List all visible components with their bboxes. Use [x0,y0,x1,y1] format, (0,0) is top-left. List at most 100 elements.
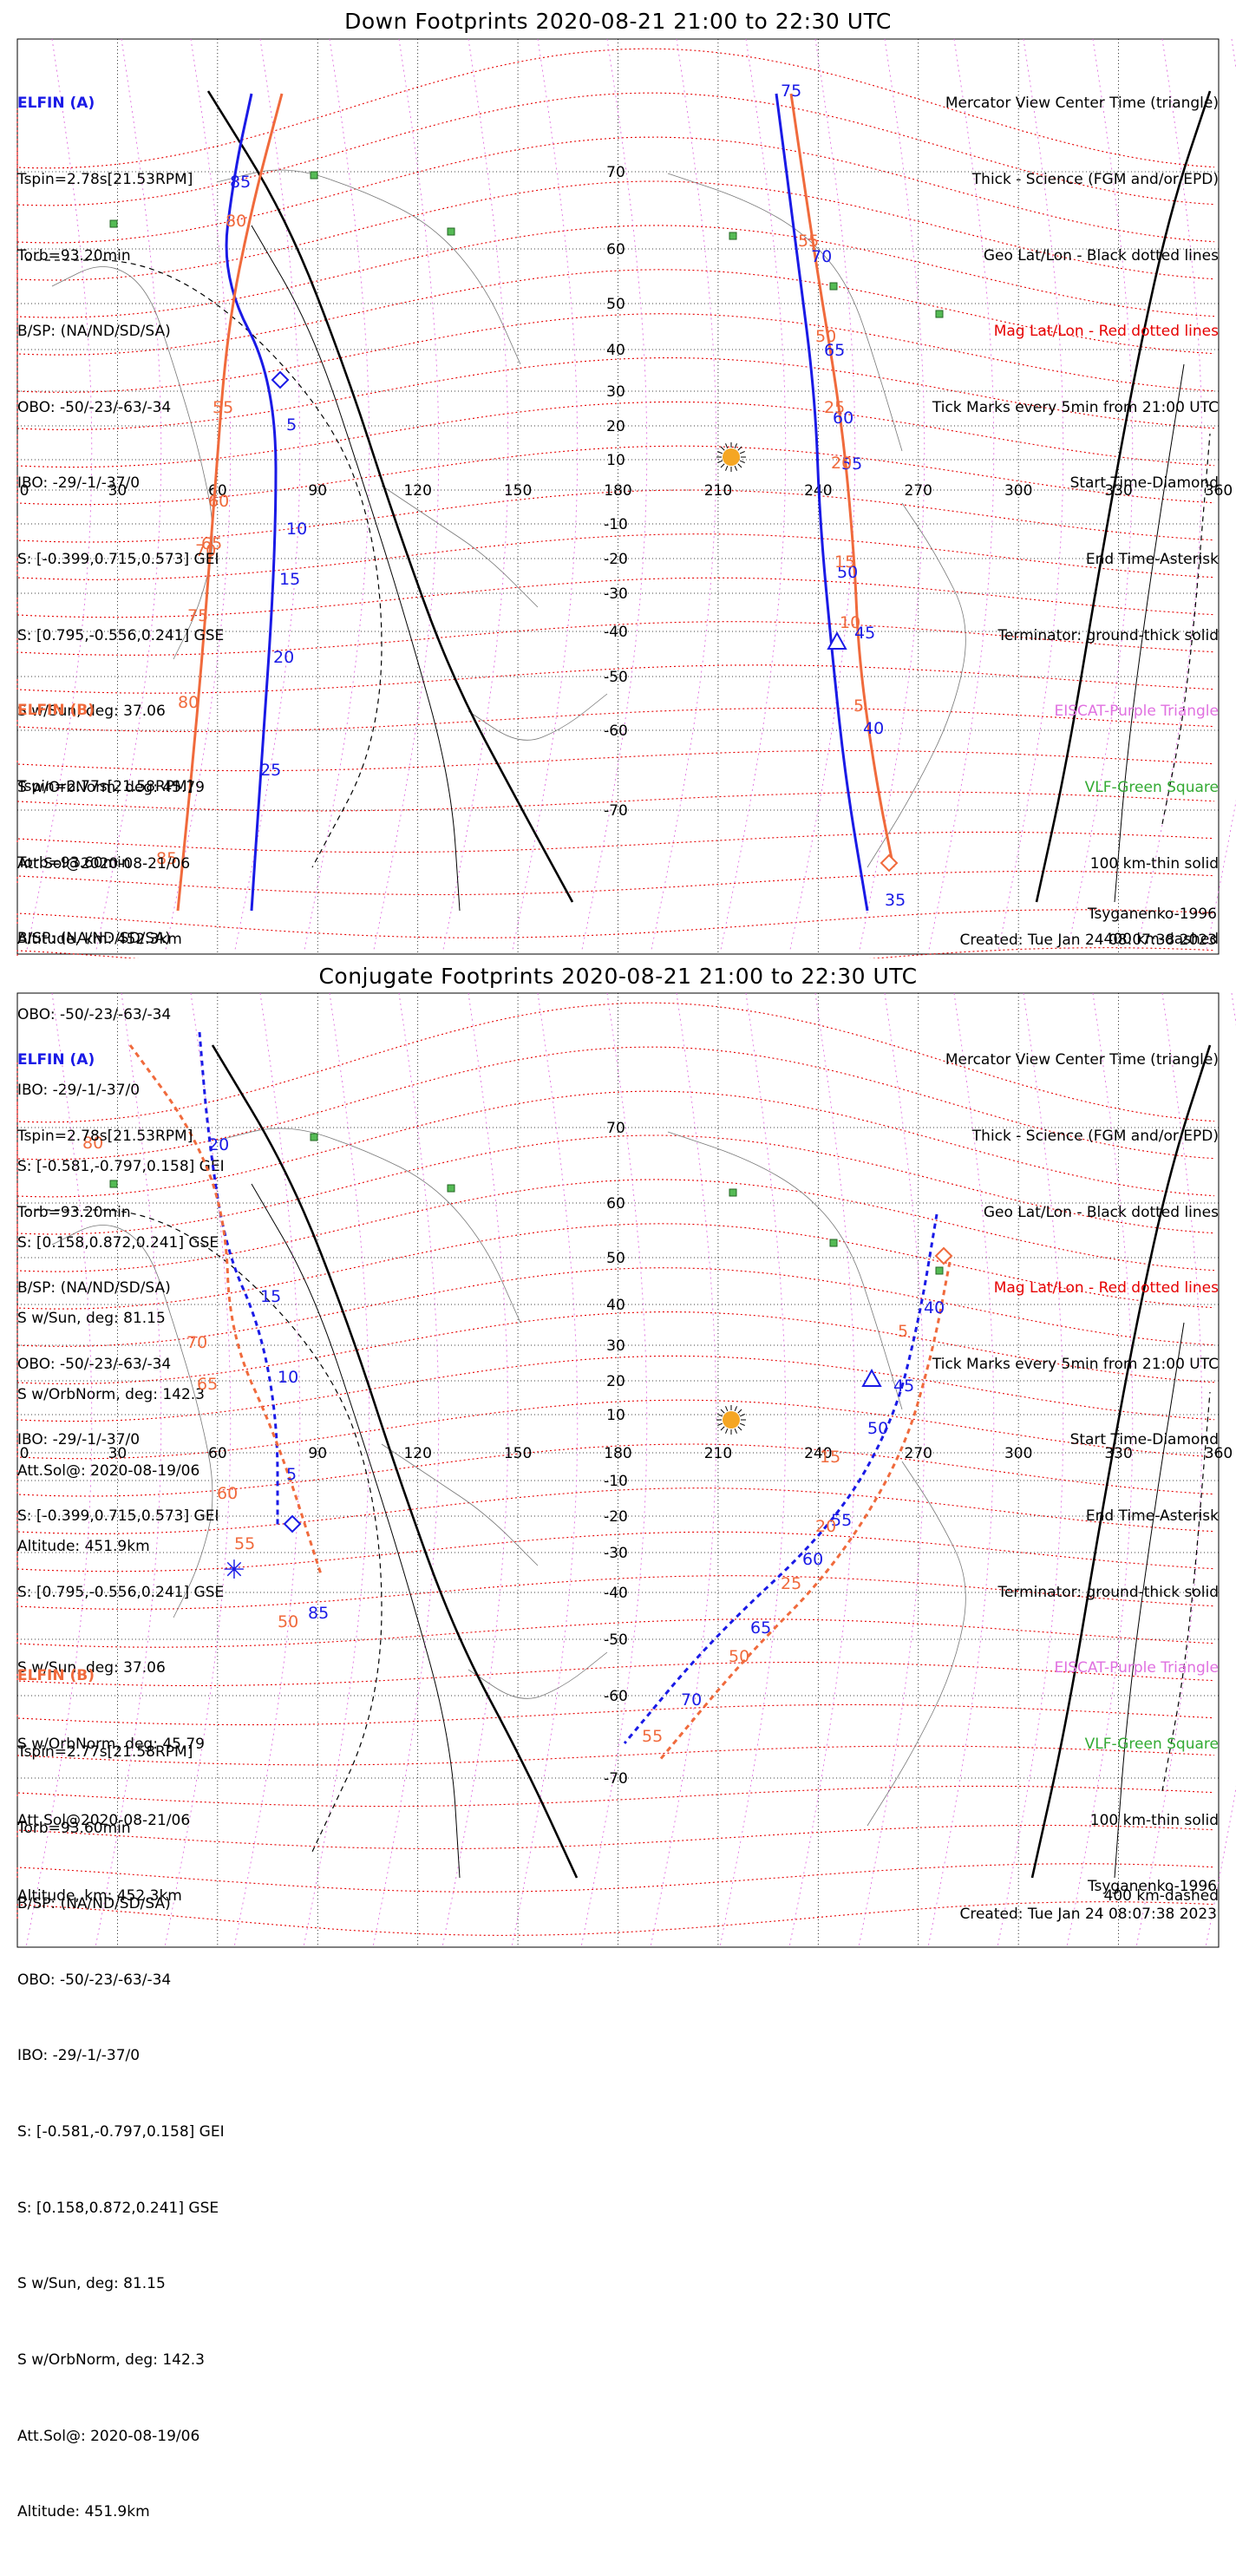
longitude-label: 180 [604,482,631,500]
terminator-ground-line [1030,1044,1212,1879]
latitude-label: -40 [604,1585,628,1602]
elfin-a-info: ELFIN (A) Tspin=2.78s[21.53RPM] Torb=93.… [17,41,224,1004]
end-time-asterisk: ✳ [223,1555,245,1585]
elfin-a-header: ELFIN (A) [17,1051,95,1069]
latitude-label: -70 [604,802,628,820]
elfin-b-line: Torb=93.60min [17,1819,131,1837]
mag-latitude-line [16,707,1215,733]
mag-latitude-line [16,357,1215,430]
down-footprints-map: 0 30 60 90 120 150 180 210 240 270 300 330 360706050… [16,38,1236,958]
elfin-a-tick-label: 45 [893,1376,914,1396]
mag-latitude-line [16,269,1215,356]
terminator-100km-line [251,225,461,912]
longitude-label: 240 [804,1445,832,1462]
mag-latitude-line [16,92,1215,206]
mag-meridian-line [164,992,232,1948]
terminator-ground-line [206,90,574,903]
vlf-station-marker [935,310,944,318]
mag-latitude-line [16,313,1215,393]
elfin-b-line: S: [0.158,0.872,0.241] GSE [17,2199,219,2217]
sun-ray [717,460,723,463]
legend-item: 400 km-dashed [1103,931,1219,949]
elfin-a-line: Altitude, km: 452.3km [17,1887,182,1906]
elfin-b-tick-label: 60 [208,492,229,511]
elfin-b-line: S w/OrbNorm, deg: 142.3 [17,1385,206,1403]
vlf-station-marker [829,282,838,291]
elfin-b-line: S w/Sun, deg: 81.15 [17,1310,166,1328]
latitude-label: -20 [604,1508,628,1526]
latitude-label: 30 [606,1337,625,1355]
elfin-b-tick-label: 5 [898,1322,908,1341]
mag-meridian-line [441,992,509,1948]
elfin-a-line: OBO: -50/-23/-63/-34 [17,398,172,416]
vlf-station-marker [829,1239,838,1247]
elfin-a-tick-label: 50 [837,563,858,582]
latitude-label: 60 [606,1195,625,1213]
sun-ray [734,443,737,449]
elfin-b-tick-label: 5 [853,696,864,716]
elfin-b-tick-label: 65 [197,1375,218,1394]
elfin-a-line: S: [-0.399,0.715,0.573] GEI [17,551,219,569]
latitude-label: -30 [604,585,628,603]
sun-icon [716,1405,746,1435]
elfin-b-tick-label: 25 [781,1574,801,1593]
legend-item: EISCAT-Purple Triangle [1054,703,1219,721]
elfin-b-line: S w/OrbNorm, deg: 142.3 [17,2350,206,2369]
sun-ray [720,1409,725,1414]
latitude-label: -50 [604,669,628,686]
sun-ray [734,465,737,471]
elfin-a-tick-label: 55 [831,1511,852,1530]
mag-latitude-line [16,1661,1215,1687]
longitude-label: 0 [20,1445,29,1462]
elfin-a-line: Tspin=2.78s[21.53RPM] [17,1128,193,1146]
elfin-b-tick-label: 50 [729,1647,749,1666]
longitude-label: 90 [308,482,327,500]
mag-latitude-line [16,749,1215,772]
vlf-station-marker [447,227,455,236]
elfin-a-line: S: [-0.399,0.715,0.573] GEI [17,1507,219,1526]
latitude-label: -50 [604,1631,628,1649]
latitude-label: 50 [606,296,625,313]
mag-meridian-line [233,992,301,1948]
mag-latitude-line [16,1745,1215,1766]
elfin-b-line: Altitude: 451.9km [17,2503,150,2521]
latitude-label: 10 [606,1407,625,1424]
elfin-a-line: Torb=93.20min [17,246,131,265]
elfin-b-tick-label: 55 [234,1534,255,1553]
longitude-label: 270 [905,1445,932,1462]
vlf-station-marker [310,1133,318,1141]
latitude-label: 10 [606,452,625,469]
mag-latitude-line [16,1901,1215,1936]
elfin-b-line: IBO: -29/-1/-37/0 [17,1082,141,1100]
elfin-a-line: Att.Sol@2020-08-21/06 [17,854,191,873]
center-time-triangle [827,631,847,650]
mag-latitude-line [16,1618,1215,1648]
sun-ray [739,1414,745,1417]
elfin-a-line: S: [0.795,-0.556,0.241] GSE [17,626,225,644]
mag-meridian-line [650,992,717,1948]
sun-ray [725,1406,729,1412]
elfin-b-tick-label: 80 [178,693,199,712]
latitude-label: 20 [606,418,625,435]
latitude-label: 40 [606,1297,625,1314]
elfin-a-tick-label: 5 [286,1465,297,1484]
mag-meridian-line [442,38,509,951]
longitude-label: 120 [403,482,431,500]
elfin-b-track [176,93,284,912]
mag-latitude-line [16,870,1215,896]
elfin-b-line: B/SP: (NA/ND/SD/SA) [17,930,171,948]
panel-title: Conjugate Footprints 2020-08-21 21:00 to… [318,964,918,989]
legend-item: VLF-Green Square [1084,1735,1219,1753]
vlf-station-marker [935,1266,944,1275]
map-legend: Mercator View Center Time (triangle) Thi… [932,41,1219,1004]
elfin-a-tick-label: 50 [867,1419,888,1438]
latitude-label: 70 [606,1120,625,1137]
mag-latitude-line [16,1179,1215,1272]
elfin-b-line: S: [-0.581,-0.797,0.158] GEI [17,1158,225,1176]
elfin-a-header: ELFIN (A) [17,95,95,113]
elfin-a-line: S w/Sun, deg: 37.06 [17,703,166,721]
latitude-label: -10 [604,1473,628,1490]
mag-latitude-line [16,1134,1215,1235]
longitude-label: 120 [403,1445,431,1462]
legend-item: Terminator: ground-thick solid [997,1583,1219,1601]
